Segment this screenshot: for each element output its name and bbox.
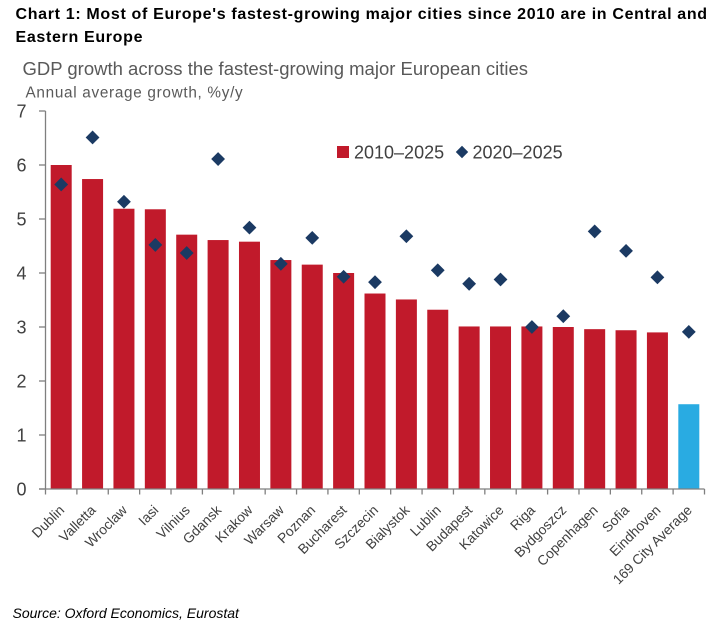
svg-text:1: 1: [16, 426, 26, 446]
svg-text:Eastern Europe: Eastern Europe: [16, 29, 144, 46]
svg-text:2010–2025: 2010–2025: [354, 143, 444, 163]
svg-text:0: 0: [16, 480, 26, 500]
svg-text:4: 4: [16, 264, 26, 284]
svg-text:7: 7: [16, 102, 26, 122]
svg-text:5: 5: [16, 210, 26, 230]
svg-text:GDP growth across the fastest-: GDP growth across the fastest-growing ma…: [23, 58, 529, 79]
svg-text:3: 3: [16, 318, 26, 338]
svg-text:6: 6: [16, 156, 26, 176]
svg-text:Source: Oxford Economics, Euro: Source: Oxford Economics, Eurostat: [13, 605, 241, 621]
svg-text:Chart 1: Most of Europe's fast: Chart 1: Most of Europe's fastest-growin…: [16, 6, 708, 23]
svg-text:2: 2: [16, 372, 26, 392]
svg-text:Annual average growth, %y/y: Annual average growth, %y/y: [26, 85, 244, 102]
svg-text:2020–2025: 2020–2025: [473, 143, 563, 163]
